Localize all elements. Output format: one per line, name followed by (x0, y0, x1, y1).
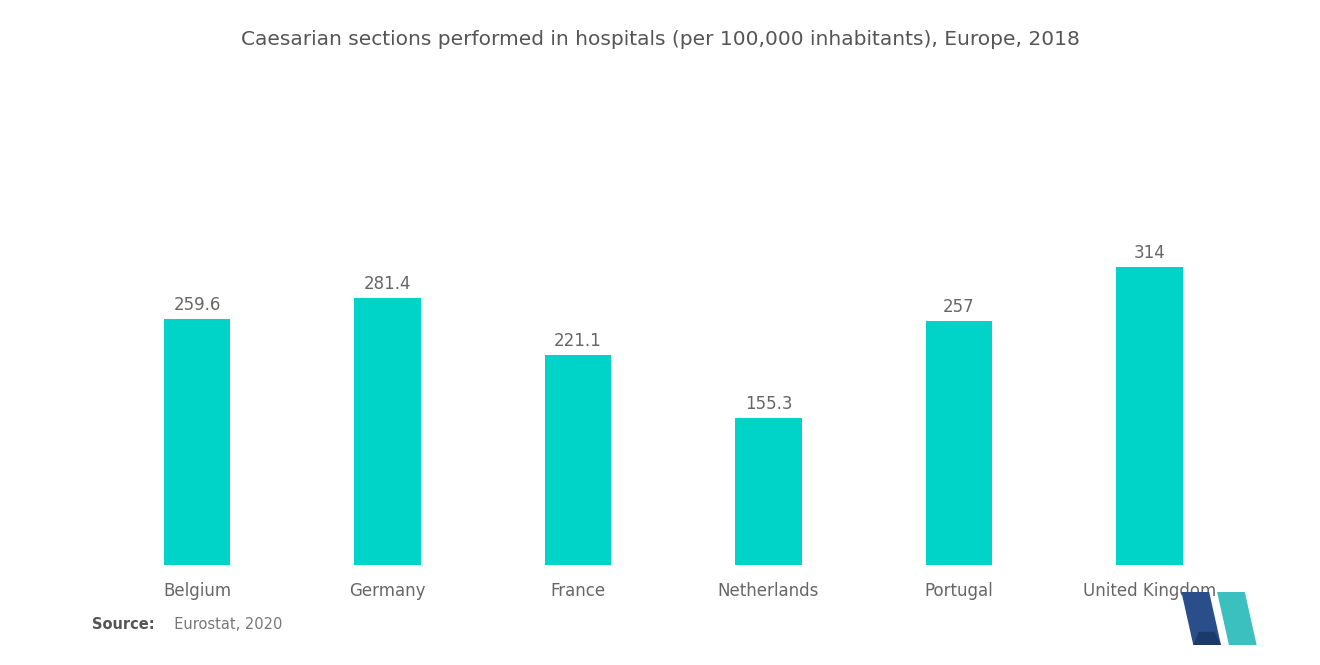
Text: Source:: Source: (92, 616, 154, 632)
Bar (545, 355, 611, 565)
Bar (925, 321, 993, 565)
Text: 155.3: 155.3 (744, 395, 792, 413)
Text: 314: 314 (1134, 244, 1166, 262)
Bar (1115, 267, 1183, 565)
Bar (354, 298, 421, 565)
Text: 259.6: 259.6 (173, 296, 220, 314)
Text: 257: 257 (942, 299, 974, 317)
Text: 281.4: 281.4 (364, 275, 412, 293)
Text: Caesarian sections performed in hospitals (per 100,000 inhabitants), Europe, 201: Caesarian sections performed in hospital… (240, 30, 1080, 49)
Bar (164, 319, 231, 565)
Text: Eurostat, 2020: Eurostat, 2020 (165, 616, 282, 632)
Text: 221.1: 221.1 (554, 332, 602, 350)
Bar (735, 418, 801, 565)
